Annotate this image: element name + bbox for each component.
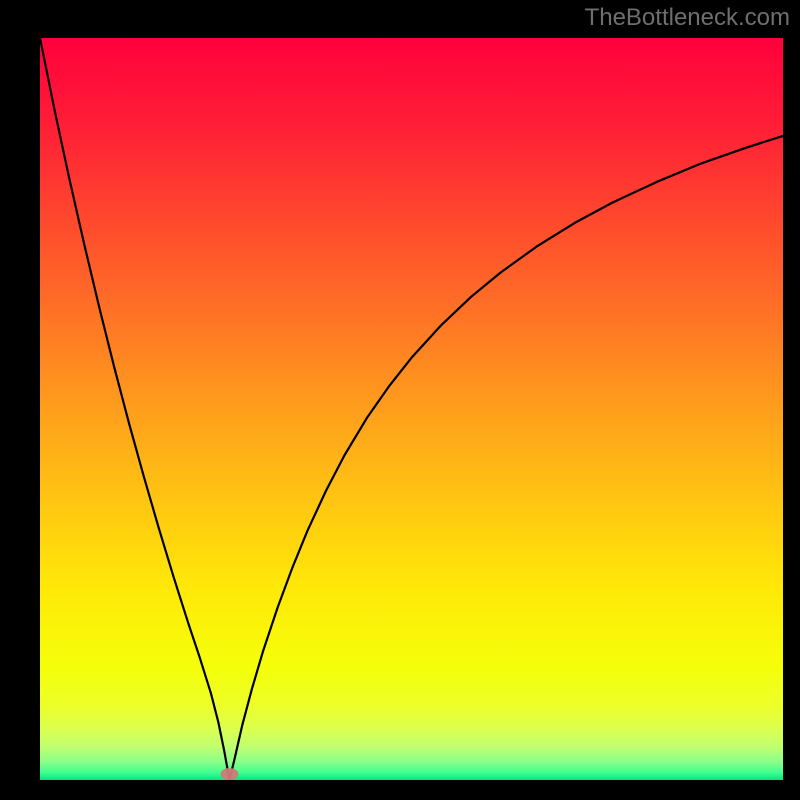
bottleneck-chart <box>0 0 800 800</box>
plot-background <box>40 38 783 780</box>
watermark-text: TheBottleneck.com <box>585 4 790 32</box>
minimum-marker <box>220 768 238 780</box>
chart-container: { "watermark": { "text": "TheBottleneck.… <box>0 0 800 800</box>
